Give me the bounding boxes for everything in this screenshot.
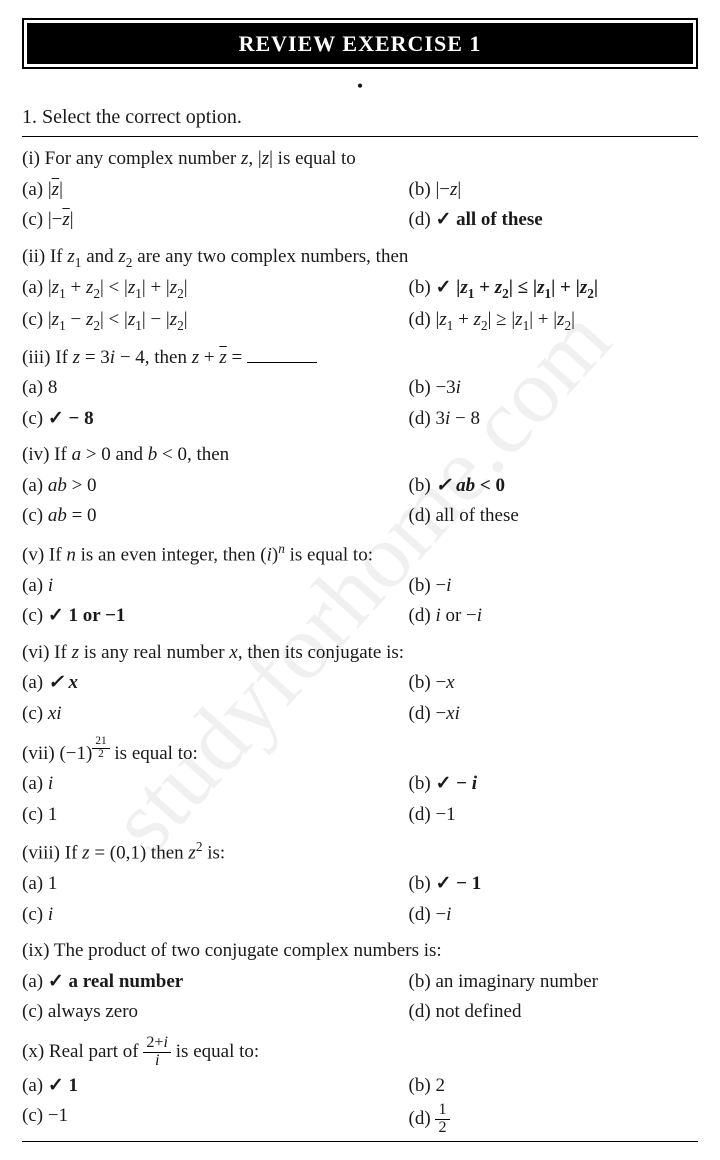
option-b: (b) −i bbox=[409, 572, 706, 601]
option-b: (b) an imaginary number bbox=[409, 968, 706, 997]
question: (v) If n is an even integer, then (i)n i… bbox=[22, 539, 698, 631]
question-stem: (x) Real part of 2+ii is equal to: bbox=[22, 1035, 698, 1070]
center-dot: • bbox=[22, 73, 698, 100]
option-b: (b) ab < 0 bbox=[409, 472, 706, 501]
question: (iii) If z = 3i − 4, then z + z = (a) 8(… bbox=[22, 344, 698, 434]
question-stem: (iii) If z = 3i − 4, then z + z = bbox=[22, 344, 698, 373]
option-a: (a) i bbox=[22, 770, 401, 799]
question: (iv) If a > 0 and b < 0, then(a) ab > 0(… bbox=[22, 441, 698, 531]
options-grid: (a) |z|(b) |−z|(c) |−z|(d) all of these bbox=[22, 176, 698, 235]
question-stem: (ii) If z1 and z2 are any two complex nu… bbox=[22, 243, 698, 273]
question: (x) Real part of 2+ii is equal to:(a) 1(… bbox=[22, 1035, 698, 1137]
question-stem: (i) For any complex number z, |z| is equ… bbox=[22, 145, 698, 174]
option-a: (a) |z1 + z2| < |z1| + |z2| bbox=[22, 274, 401, 304]
option-b: (b) −3i bbox=[409, 374, 706, 403]
options-grid: (a) 1(b) − 1(c) i(d) −i bbox=[22, 870, 698, 929]
question: (i) For any complex number z, |z| is equ… bbox=[22, 145, 698, 235]
question-stem: (vi) If z is any real number x, then its… bbox=[22, 639, 698, 668]
option-b: (b) |z1 + z2| ≤ |z1| + |z2| bbox=[409, 274, 706, 304]
option-d: (d) −xi bbox=[409, 700, 706, 729]
option-c: (c) − 8 bbox=[22, 405, 401, 434]
banner-frame: REVIEW EXERCISE 1 bbox=[22, 18, 698, 69]
page-title: REVIEW EXERCISE 1 bbox=[27, 23, 693, 64]
option-c: (c) 1 bbox=[22, 801, 401, 830]
option-d: (d) 3i − 8 bbox=[409, 405, 706, 434]
option-a: (a) i bbox=[22, 572, 401, 601]
option-c: (c) ab = 0 bbox=[22, 502, 401, 531]
option-b: (b) |−z| bbox=[409, 176, 706, 205]
question: (ix) The product of two conjugate comple… bbox=[22, 937, 698, 1027]
option-a: (a) ab > 0 bbox=[22, 472, 401, 501]
option-b: (b) 2 bbox=[409, 1072, 706, 1101]
question-stem: (viii) If z = (0,1) then z2 is: bbox=[22, 837, 698, 868]
question-stem: (iv) If a > 0 and b < 0, then bbox=[22, 441, 698, 470]
question-stem: (ix) The product of two conjugate comple… bbox=[22, 937, 698, 966]
instruction-line: 1. Select the correct option. bbox=[22, 102, 698, 137]
option-c: (c) 1 or −1 bbox=[22, 602, 401, 631]
option-c: (c) |−z| bbox=[22, 206, 401, 235]
option-a: (a) 1 bbox=[22, 1072, 401, 1101]
question-stem: (vii) (−1)212 is equal to: bbox=[22, 736, 698, 768]
option-a: (a) x bbox=[22, 669, 401, 698]
question: (vii) (−1)212 is equal to:(a) i(b) − i(c… bbox=[22, 736, 698, 829]
options-grid: (a) i(b) −i(c) 1 or −1(d) i or −i bbox=[22, 572, 698, 631]
option-d: (d) not defined bbox=[409, 998, 706, 1027]
option-d: (d) all of these bbox=[409, 502, 706, 531]
page-content: REVIEW EXERCISE 1 • 1. Select the correc… bbox=[22, 18, 698, 1142]
option-d: (d) all of these bbox=[409, 206, 706, 235]
option-d: (d) −i bbox=[409, 901, 706, 930]
options-grid: (a) x(b) −x(c) xi(d) −xi bbox=[22, 669, 698, 728]
option-a: (a) 8 bbox=[22, 374, 401, 403]
question: (vi) If z is any real number x, then its… bbox=[22, 639, 698, 729]
option-d: (d) i or −i bbox=[409, 602, 706, 631]
option-a: (a) 1 bbox=[22, 870, 401, 899]
options-grid: (a) 1(b) 2(c) −1(d) 12 bbox=[22, 1072, 698, 1137]
option-d: (d) −1 bbox=[409, 801, 706, 830]
questions-list: (i) For any complex number z, |z| is equ… bbox=[22, 145, 698, 1137]
question-stem: (v) If n is an even integer, then (i)n i… bbox=[22, 539, 698, 570]
option-c: (c) |z1 − z2| < |z1| − |z2| bbox=[22, 306, 401, 336]
question: (ii) If z1 and z2 are any two complex nu… bbox=[22, 243, 698, 336]
options-grid: (a) |z1 + z2| < |z1| + |z2|(b) |z1 + z2|… bbox=[22, 274, 698, 335]
option-c: (c) i bbox=[22, 901, 401, 930]
option-d: (d) 12 bbox=[409, 1102, 706, 1137]
option-c: (c) always zero bbox=[22, 998, 401, 1027]
question: (viii) If z = (0,1) then z2 is:(a) 1(b) … bbox=[22, 837, 698, 929]
option-d: (d) |z1 + z2| ≥ |z1| + |z2| bbox=[409, 306, 706, 336]
option-c: (c) −1 bbox=[22, 1102, 401, 1137]
options-grid: (a) i(b) − i(c) 1(d) −1 bbox=[22, 770, 698, 829]
option-a: (a) a real number bbox=[22, 968, 401, 997]
options-grid: (a) 8(b) −3i(c) − 8(d) 3i − 8 bbox=[22, 374, 698, 433]
options-grid: (a) ab > 0(b) ab < 0(c) ab = 0(d) all of… bbox=[22, 472, 698, 531]
option-a: (a) |z| bbox=[22, 176, 401, 205]
bottom-rule bbox=[22, 1141, 698, 1142]
option-b: (b) − i bbox=[409, 770, 706, 799]
option-b: (b) − 1 bbox=[409, 870, 706, 899]
option-c: (c) xi bbox=[22, 700, 401, 729]
option-b: (b) −x bbox=[409, 669, 706, 698]
